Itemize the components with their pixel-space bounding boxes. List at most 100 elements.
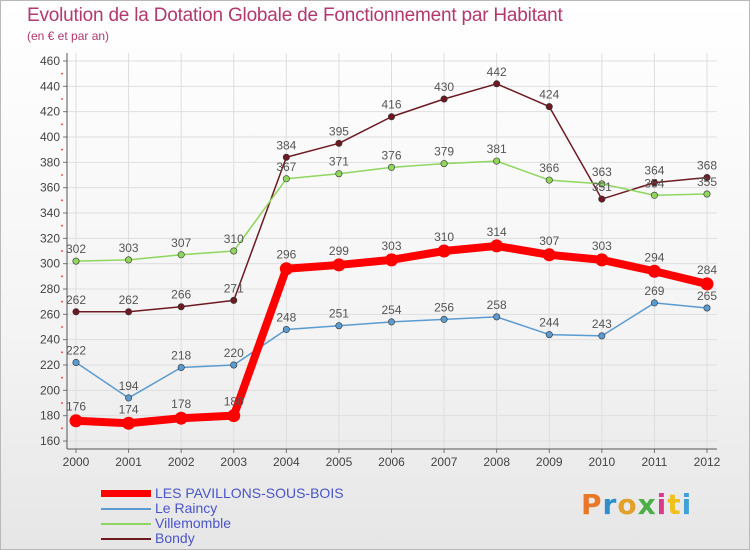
y-tick-label: 360 [40, 181, 60, 195]
data-point [650, 299, 658, 307]
data-label: 351 [592, 180, 612, 194]
x-tick-label: 2000 [63, 455, 90, 469]
legend-label: Le Raincy [155, 500, 218, 516]
data-point [282, 153, 290, 161]
legend-label: Bondy [155, 530, 195, 546]
x-tick-label: 2012 [694, 455, 721, 469]
data-point [122, 416, 136, 430]
series-group [69, 80, 714, 430]
logo-letter: r [602, 488, 618, 521]
data-label: 364 [644, 164, 664, 178]
data-point [595, 253, 609, 267]
data-point [598, 332, 606, 340]
data-point [174, 411, 188, 425]
data-point [335, 139, 343, 147]
data-point [493, 80, 501, 88]
data-label: 262 [66, 293, 86, 307]
y-minor-tick [61, 402, 63, 404]
y-tick-label: 320 [40, 231, 60, 245]
y-tick-label: 340 [40, 206, 60, 220]
data-label: 243 [592, 317, 612, 331]
data-point [125, 256, 133, 264]
data-label: 254 [381, 303, 401, 317]
logo-letter: P [581, 488, 603, 521]
data-label: 222 [66, 343, 86, 357]
legend-label: LES PAVILLONS-SOUS-BOIS [155, 485, 344, 501]
data-point [230, 247, 238, 255]
data-label: 416 [381, 98, 401, 112]
data-label: 310 [224, 232, 244, 246]
chart-title: Evolution de la Dotation Globale de Fonc… [27, 5, 563, 26]
data-point [72, 308, 80, 316]
legend-label: Villemomble [155, 515, 231, 531]
data-point [650, 191, 658, 199]
data-label: 251 [329, 307, 349, 321]
y-tick-label: 440 [40, 79, 60, 93]
data-point [703, 174, 711, 182]
legend-swatch [101, 508, 151, 510]
data-point [387, 318, 395, 326]
data-label: 294 [644, 250, 664, 264]
x-tick-label: 2002 [168, 455, 195, 469]
data-label: 384 [276, 138, 296, 152]
logo-letter: x [637, 488, 657, 521]
data-point [598, 195, 606, 203]
data-point [545, 176, 553, 184]
data-label: 244 [539, 316, 559, 330]
data-point [125, 308, 133, 316]
data-point [332, 258, 346, 272]
data-label: 381 [487, 142, 507, 156]
data-label: 395 [329, 124, 349, 138]
data-point [69, 414, 83, 428]
y-minor-tick [61, 427, 63, 430]
data-label: 299 [329, 244, 349, 258]
data-point [703, 190, 711, 198]
data-point [647, 264, 661, 278]
data-point [335, 170, 343, 178]
data-point [387, 163, 395, 171]
data-label: 256 [434, 300, 454, 314]
data-label: 442 [487, 65, 507, 79]
data-label: 366 [539, 161, 559, 175]
y-tick-label: 160 [40, 434, 60, 448]
x-tick-label: 2007 [431, 455, 458, 469]
y-tick-label: 380 [40, 155, 60, 169]
y-minor-tick [61, 300, 63, 303]
legend-swatch [101, 538, 151, 540]
data-point [493, 157, 501, 165]
y-minor-tick [61, 250, 63, 252]
axes [61, 53, 717, 453]
y-minor-tick [61, 72, 63, 75]
data-label: 284 [697, 263, 717, 277]
chart-subtitle: (en € et par an) [27, 29, 110, 43]
x-tick-label: 2005 [326, 455, 353, 469]
y-minor-tick [61, 199, 63, 202]
y-tick-label: 400 [40, 130, 60, 144]
data-point [230, 296, 238, 304]
y-minor-tick [61, 275, 63, 278]
data-label: 303 [592, 239, 612, 253]
data-point [545, 103, 553, 111]
data-point [440, 160, 448, 168]
y-tick-label: 420 [40, 105, 60, 119]
data-label: 368 [697, 159, 717, 173]
data-labels: 262 262 266 271 384 395 416 430 442 424 351 364 368 3… [66, 65, 717, 416]
logo-letter: t [667, 488, 682, 521]
data-label: 176 [66, 400, 86, 414]
data-label: 354 [644, 176, 664, 190]
logo-letter: o [617, 488, 638, 521]
y-minor-tick [61, 326, 63, 328]
y-minor-tick [61, 174, 63, 176]
data-label: 258 [487, 298, 507, 312]
data-label: 174 [119, 402, 139, 416]
logo-letter: i [656, 488, 668, 521]
y-tick-label: 180 [40, 409, 60, 423]
proxiti-logo: Proxiti [581, 488, 692, 521]
tick-labels: 160 180 200 220 240 260 280 300 320 340 360 380 400 4… [40, 54, 721, 469]
x-tick-label: 2003 [220, 455, 247, 469]
data-label: 265 [697, 289, 717, 303]
y-tick-label: 240 [40, 333, 60, 347]
x-tick-label: 2004 [273, 455, 300, 469]
y-minor-tick [61, 98, 63, 100]
data-point [387, 113, 395, 121]
